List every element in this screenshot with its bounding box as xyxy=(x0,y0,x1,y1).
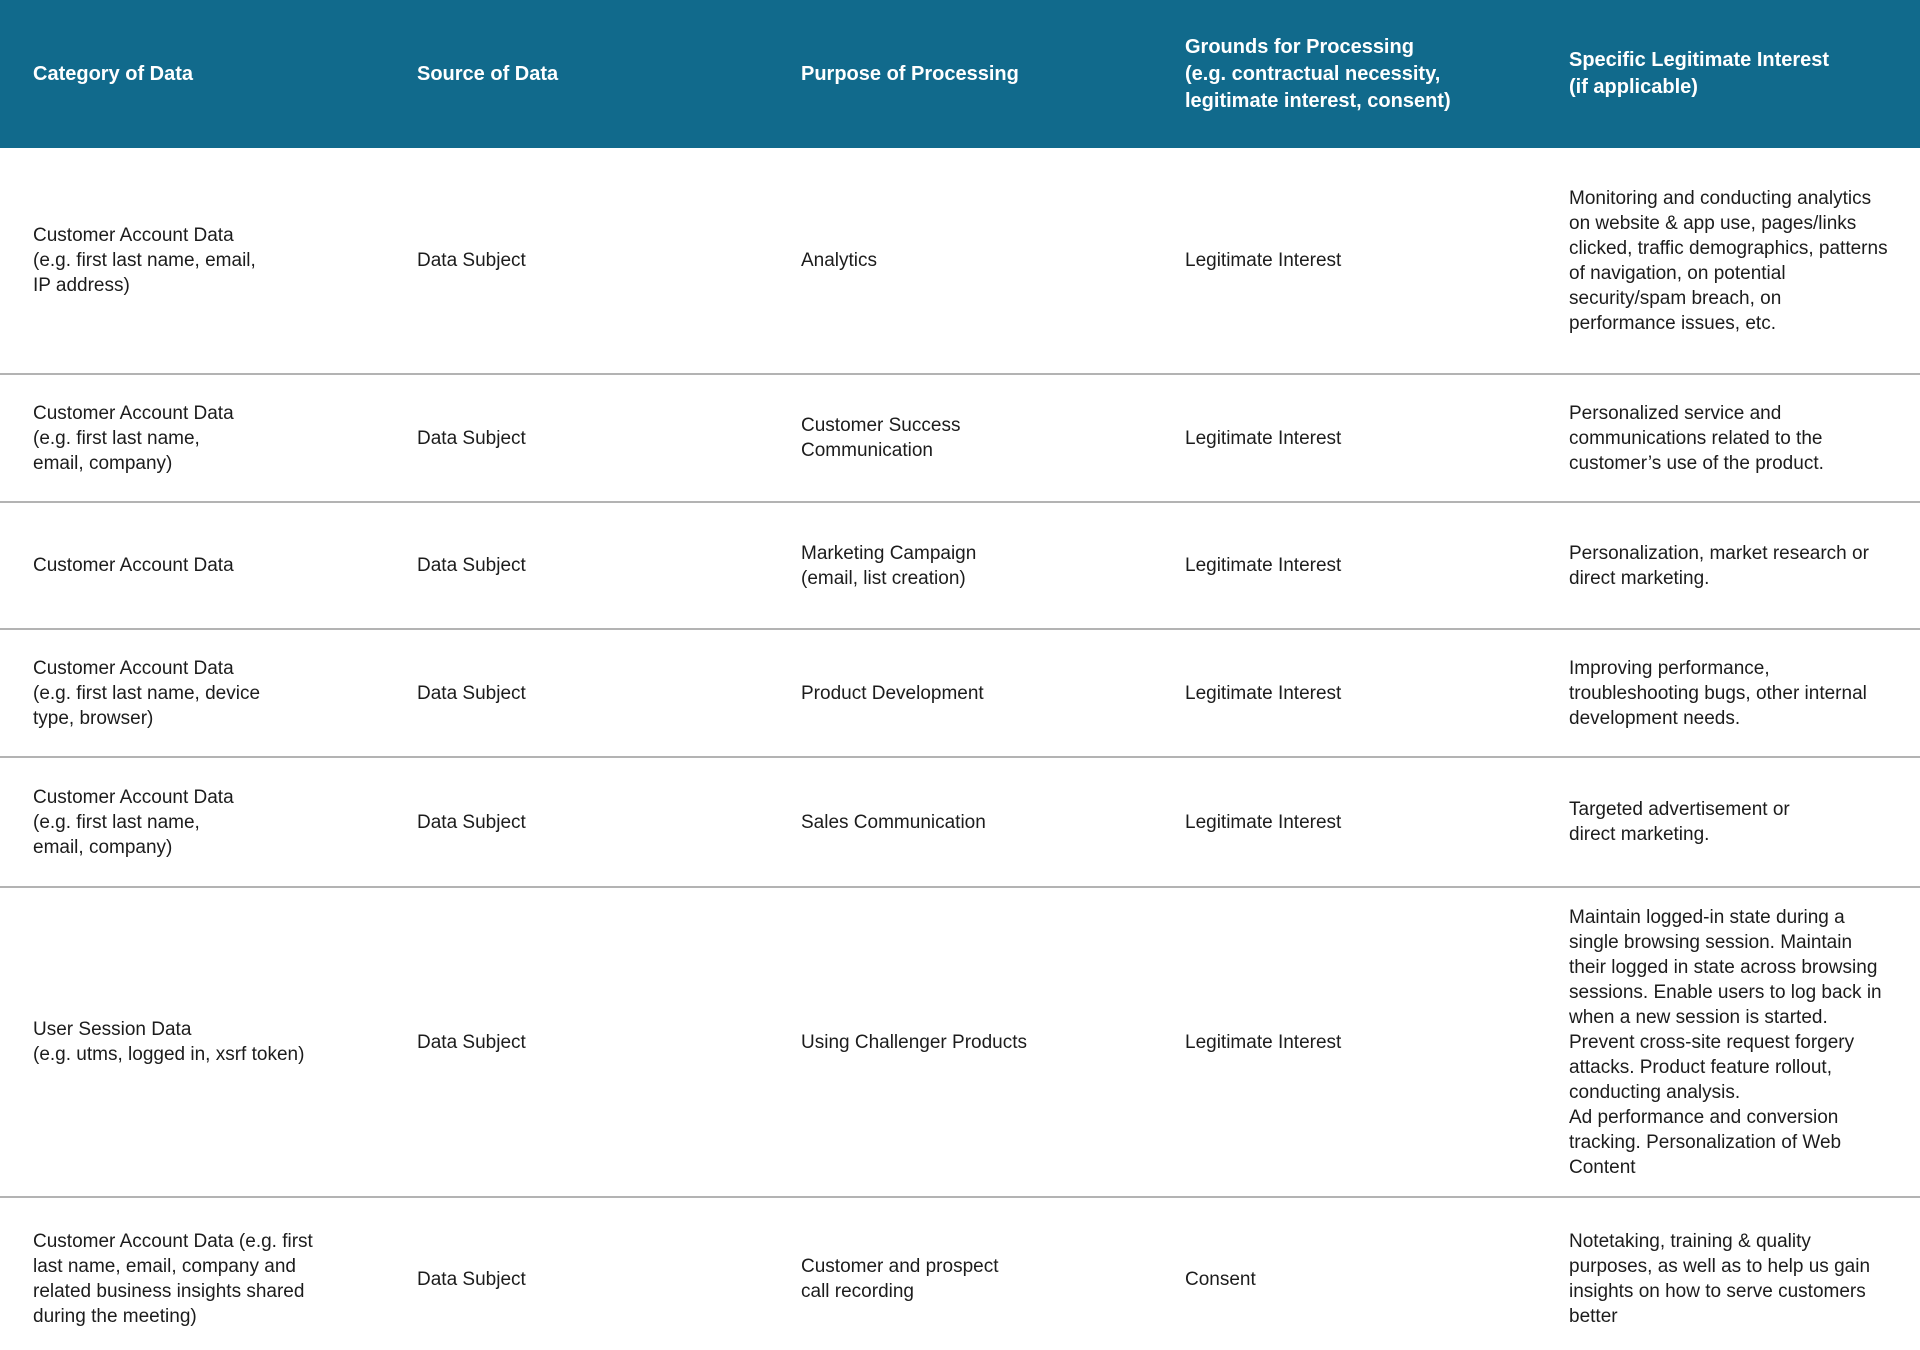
cell-purpose: Customer Success Communication xyxy=(801,415,961,461)
cell-source: Data Subject xyxy=(417,682,526,704)
header-purpose-of-processing: Purpose of Processing xyxy=(801,62,1019,85)
cell-source: Data Subject xyxy=(417,1268,526,1290)
table-row: Customer Account Data (e.g. first last n… xyxy=(0,630,1920,758)
header-category-of-data: Category of Data xyxy=(33,62,194,85)
cell-purpose: Product Development xyxy=(801,682,984,704)
cell-purpose: Using Challenger Products xyxy=(801,1031,1028,1053)
cell-interest: Targeted advertisement or direct marketi… xyxy=(1569,799,1790,845)
cell-category: Customer Account Data (e.g. first last n… xyxy=(33,225,256,296)
header-source-of-data: Source of Data xyxy=(417,62,559,85)
cell-source: Data Subject xyxy=(417,1031,526,1053)
table-row: Customer Account Data (e.g. first last n… xyxy=(0,1198,1920,1350)
cell-purpose: Customer and prospect call recording xyxy=(801,1256,999,1302)
table-row: User Session Data (e.g. utms, logged in,… xyxy=(0,888,1920,1198)
cell-category: Customer Account Data (e.g. first last n… xyxy=(33,402,234,474)
cell-category: Customer Account Data (e.g. first last n… xyxy=(33,786,234,858)
cell-interest: Notetaking, training & quality purposes,… xyxy=(1569,1231,1871,1327)
table-row: Customer Account Data (e.g. first last n… xyxy=(0,375,1920,503)
cell-category: Customer Account Data xyxy=(33,555,234,576)
table-row: Customer Account Data Data Subject Marke… xyxy=(0,503,1920,630)
cell-source: Data Subject xyxy=(417,427,526,449)
cell-category: Customer Account Data (e.g. first last n… xyxy=(33,657,261,729)
cell-interest: Maintain logged-in state during a single… xyxy=(1569,906,1882,1178)
table-row: Customer Account Data (e.g. first last n… xyxy=(0,758,1920,888)
cell-grounds: Legitimate Interest xyxy=(1185,1031,1342,1053)
table-row: Customer Account Data (e.g. first last n… xyxy=(0,148,1920,375)
cell-interest: Improving performance, troubleshooting b… xyxy=(1569,657,1867,729)
cell-grounds: Legitimate Interest xyxy=(1185,682,1342,704)
table-header-row: Category of Data Source of Data Purpose … xyxy=(0,0,1920,148)
cell-interest: Personalization, market research or dire… xyxy=(1569,542,1869,589)
cell-grounds: Consent xyxy=(1185,1268,1256,1290)
cell-purpose: Analytics xyxy=(801,250,878,271)
cell-grounds: Legitimate Interest xyxy=(1185,427,1342,449)
cell-interest: Personalized service and communications … xyxy=(1569,402,1824,474)
cell-grounds: Legitimate Interest xyxy=(1185,555,1342,576)
cell-interest: Monitoring and conducting analytics on w… xyxy=(1569,187,1888,334)
cell-source: Data Subject xyxy=(417,811,526,833)
cell-purpose: Marketing Campaign (email, list creation… xyxy=(801,542,977,589)
header-specific-legitimate-interest: Specific Legitimate Interest (if applica… xyxy=(1569,49,1830,98)
cell-category: User Session Data (e.g. utms, logged in,… xyxy=(33,1019,305,1065)
cell-purpose: Sales Communication xyxy=(801,811,986,833)
cell-grounds: Legitimate Interest xyxy=(1185,811,1342,833)
header-grounds-for-processing: Grounds for Processing (e.g. contractual… xyxy=(1185,35,1451,112)
cell-grounds: Legitimate Interest xyxy=(1185,250,1342,271)
cell-source: Data Subject xyxy=(417,250,526,271)
cell-category: Customer Account Data (e.g. first last n… xyxy=(33,1231,313,1327)
cell-source: Data Subject xyxy=(417,555,526,576)
